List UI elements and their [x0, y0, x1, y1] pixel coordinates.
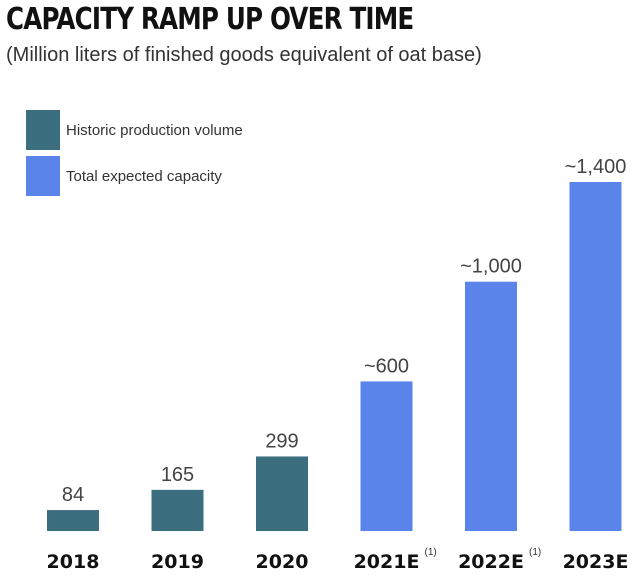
bar-value-label: ~1,400 — [565, 156, 627, 178]
bar-value-label: ~600 — [364, 355, 409, 377]
footnote-marker: (1) — [425, 547, 437, 558]
x-tick-label: 2023E — [563, 551, 629, 573]
legend-swatch-expected — [26, 156, 60, 196]
bar-2020 — [256, 456, 308, 531]
x-tick-label: 2019 — [151, 551, 204, 573]
legend-item-expected: Total expected capacity — [26, 156, 243, 196]
bar-value-label: 299 — [265, 430, 298, 452]
legend: Historic production volume Total expecte… — [26, 110, 243, 202]
bar-2019 — [151, 489, 204, 531]
bar-2023E — [569, 182, 622, 531]
footnote-marker: (1) — [529, 547, 541, 558]
x-tick-label: 2021E — [354, 551, 420, 573]
bar-2022E — [465, 281, 517, 531]
legend-item-historic: Historic production volume — [26, 110, 243, 150]
bar-value-label: 165 — [161, 464, 194, 486]
chart-title: CAPACITY RAMP UP OVER TIME — [6, 2, 414, 37]
bar-value-label: 84 — [62, 484, 84, 506]
x-tick-label: 2018 — [47, 551, 100, 573]
legend-label-historic: Historic production volume — [66, 121, 243, 139]
bar-2018 — [47, 510, 99, 531]
legend-label-expected: Total expected capacity — [66, 167, 222, 185]
x-tick-label: 2020 — [256, 551, 309, 573]
bar-value-label: ~1,000 — [460, 256, 522, 278]
legend-swatch-historic — [26, 110, 60, 150]
chart-subtitle: (Million liters of finished goods equiva… — [6, 44, 482, 66]
x-tick-label: 2022E — [458, 551, 524, 573]
bar-2021E — [360, 381, 413, 531]
